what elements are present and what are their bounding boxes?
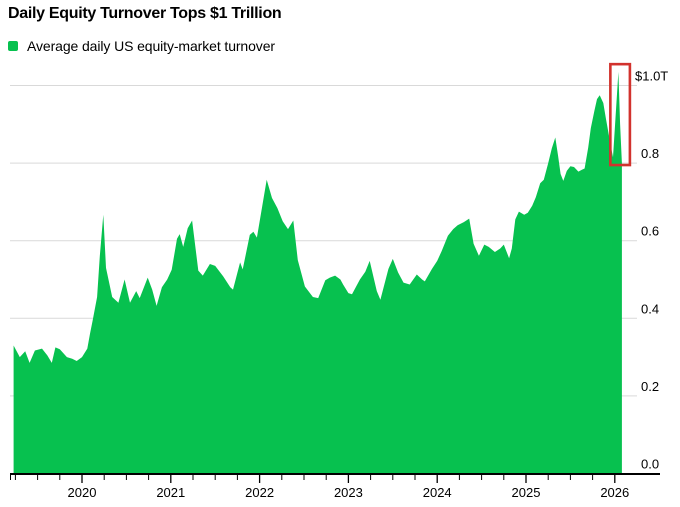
axes-group xyxy=(10,473,660,483)
x-axis-label: 2024 xyxy=(423,485,452,500)
y-axis-label: 0.6 xyxy=(641,224,659,239)
y-axis-label: 0.8 xyxy=(641,146,659,161)
y-axis-label: 0.4 xyxy=(641,301,659,316)
y-axis-label: $1.0T xyxy=(635,69,668,84)
y-axis-label: 0.2 xyxy=(641,379,659,394)
x-axis-label: 2026 xyxy=(600,485,629,500)
legend-swatch-icon xyxy=(8,41,18,51)
x-axis-label: 2023 xyxy=(334,485,363,500)
area-series xyxy=(13,71,622,474)
x-axis-label: 2021 xyxy=(156,485,185,500)
axis-labels-group: 2020 2021 2022 2023 2024 2025 2026 $1.0T 0.8 0.6 0… xyxy=(68,69,669,501)
x-axis-label: 2022 xyxy=(245,485,274,500)
area-series-group xyxy=(13,71,622,474)
legend: Average daily US equity-market turnover xyxy=(8,38,275,54)
annotations-group xyxy=(609,62,632,167)
chart-title: Daily Equity Turnover Tops $1 Trillion xyxy=(8,5,282,22)
legend-label: Average daily US equity-market turnover xyxy=(27,38,275,54)
highlight-box xyxy=(609,62,632,167)
x-axis-label: 2020 xyxy=(68,485,97,500)
y-axis-label: 0.0 xyxy=(641,457,659,472)
x-axis-label: 2025 xyxy=(512,485,541,500)
